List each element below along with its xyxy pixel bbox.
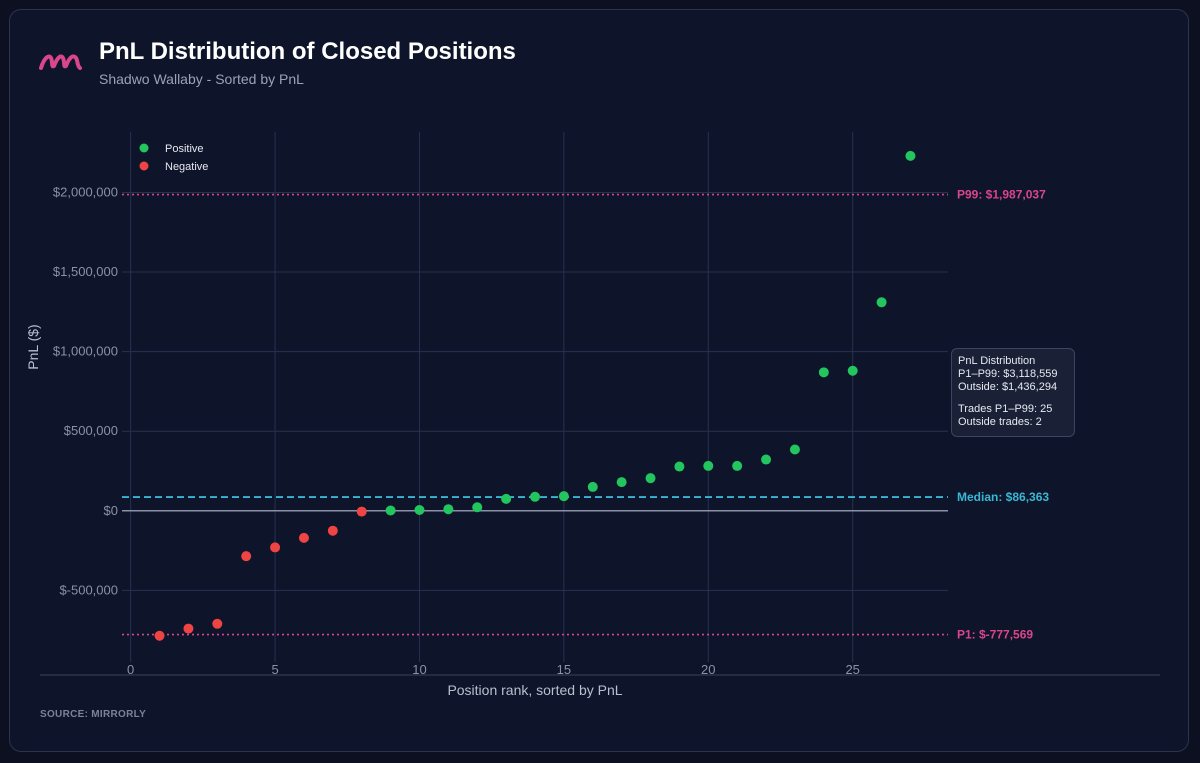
positive-point — [443, 504, 454, 515]
tooltip-p1-p99: P1–P99: $3,118,559 — [958, 368, 1058, 380]
p1-reference-label: P1: $-777,569 — [957, 628, 1033, 642]
negative-point — [327, 525, 338, 536]
positive-legend-label: Positive — [165, 143, 204, 155]
page-title: PnL Distribution of Closed Positions — [99, 38, 516, 65]
x-tick-label: 0 — [127, 662, 134, 677]
y-tick-label: $0 — [104, 503, 118, 518]
x-tick-label: 15 — [557, 662, 571, 677]
negative-point — [356, 506, 367, 517]
y-tick-label: $-500,000 — [59, 582, 118, 597]
positive-point — [876, 297, 887, 308]
x-tick-label: 25 — [845, 662, 859, 677]
positive-point — [674, 461, 685, 472]
negative-point — [298, 532, 309, 543]
positive-point — [818, 367, 829, 378]
positive-point — [530, 491, 540, 502]
x-tick-label: 10 — [412, 662, 426, 677]
positive-point — [616, 477, 627, 488]
positive-point — [847, 365, 858, 376]
y-tick-label: $500,000 — [64, 423, 118, 438]
x-tick-label: 20 — [701, 662, 715, 677]
y-tick-label: $2,000,000 — [53, 184, 118, 199]
negative-point — [270, 542, 281, 553]
positive-point — [905, 150, 916, 161]
mirrorly-logo-icon — [39, 54, 82, 70]
tooltip-heading: PnL Distribution — [958, 355, 1036, 367]
negative-point — [183, 623, 194, 634]
positive-point — [732, 460, 743, 471]
page-subtitle: Shadwo Wallaby - Sorted by PnL — [99, 71, 304, 87]
positive-point — [414, 505, 425, 516]
positive-legend-marker — [139, 143, 149, 153]
negative-point — [241, 551, 252, 562]
positive-point — [558, 491, 569, 502]
positive-point — [501, 493, 512, 504]
x-tick-label: 5 — [271, 662, 278, 677]
positive-point — [587, 481, 598, 492]
positive-point — [703, 460, 714, 471]
negative-legend-label: Negative — [165, 161, 208, 173]
y-tick-label: $1,000,000 — [53, 344, 118, 359]
positive-point — [645, 473, 656, 484]
negative-point — [154, 630, 165, 641]
tooltip-outside-trades: Outside trades: 2 — [958, 416, 1042, 428]
distribution-tooltip: PnL Distribution P1–P99: $3,118,559 Outs… — [951, 348, 1075, 437]
tooltip-trades: Trades P1–P99: 25 — [958, 403, 1053, 415]
y-tick-label: $1,500,000 — [53, 264, 118, 279]
negative-point — [212, 618, 223, 629]
x-axis-title: Position rank, sorted by PnL — [447, 682, 622, 698]
positive-point — [385, 505, 396, 516]
y-axis-title: PnL ($) — [25, 324, 41, 369]
tooltip-outside: Outside: $1,436,294 — [958, 381, 1058, 393]
median-reference-label: Median: $86,363 — [957, 490, 1049, 504]
positive-point — [789, 444, 800, 455]
negative-legend-marker — [139, 161, 149, 171]
positive-point — [472, 502, 483, 513]
positive-point — [761, 454, 772, 465]
p99-reference-label: P99: $1,987,037 — [957, 188, 1046, 202]
source-note: SOURCE: MIRRORLY — [40, 709, 147, 720]
